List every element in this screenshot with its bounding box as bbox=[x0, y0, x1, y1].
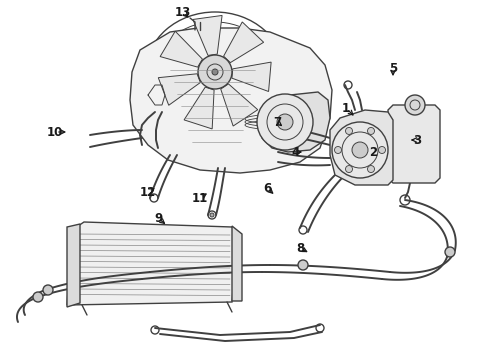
Circle shape bbox=[345, 166, 352, 172]
Circle shape bbox=[33, 292, 43, 302]
Text: 13: 13 bbox=[175, 5, 191, 18]
Polygon shape bbox=[158, 74, 200, 105]
Text: 11: 11 bbox=[192, 192, 208, 204]
Circle shape bbox=[405, 95, 425, 115]
Polygon shape bbox=[330, 110, 393, 185]
Polygon shape bbox=[388, 105, 440, 183]
Text: 6: 6 bbox=[263, 181, 271, 194]
Text: 3: 3 bbox=[413, 134, 421, 147]
Circle shape bbox=[257, 94, 313, 150]
Circle shape bbox=[345, 127, 352, 134]
Text: 12: 12 bbox=[140, 185, 156, 198]
Circle shape bbox=[43, 285, 53, 295]
Circle shape bbox=[368, 127, 374, 134]
Text: 5: 5 bbox=[389, 62, 397, 75]
Polygon shape bbox=[184, 87, 214, 129]
Polygon shape bbox=[260, 92, 330, 152]
Circle shape bbox=[198, 55, 232, 89]
Text: 1: 1 bbox=[342, 102, 350, 114]
Polygon shape bbox=[223, 22, 264, 63]
Polygon shape bbox=[232, 226, 242, 301]
Polygon shape bbox=[67, 224, 80, 307]
Circle shape bbox=[378, 147, 386, 153]
Circle shape bbox=[332, 122, 388, 178]
Polygon shape bbox=[160, 31, 202, 67]
Polygon shape bbox=[130, 28, 332, 173]
Polygon shape bbox=[193, 15, 222, 55]
Polygon shape bbox=[220, 84, 258, 126]
Text: 4: 4 bbox=[292, 145, 300, 158]
Text: 10: 10 bbox=[47, 126, 63, 139]
Circle shape bbox=[368, 166, 374, 172]
Circle shape bbox=[298, 260, 308, 270]
Text: 9: 9 bbox=[154, 211, 162, 225]
Polygon shape bbox=[232, 62, 271, 91]
Polygon shape bbox=[67, 222, 237, 305]
Circle shape bbox=[352, 142, 368, 158]
Text: 7: 7 bbox=[273, 116, 281, 129]
Circle shape bbox=[210, 213, 214, 217]
Circle shape bbox=[212, 69, 218, 75]
Text: 2: 2 bbox=[369, 145, 377, 158]
Text: 8: 8 bbox=[296, 242, 304, 255]
Circle shape bbox=[335, 147, 342, 153]
Circle shape bbox=[445, 247, 455, 257]
Circle shape bbox=[277, 114, 293, 130]
